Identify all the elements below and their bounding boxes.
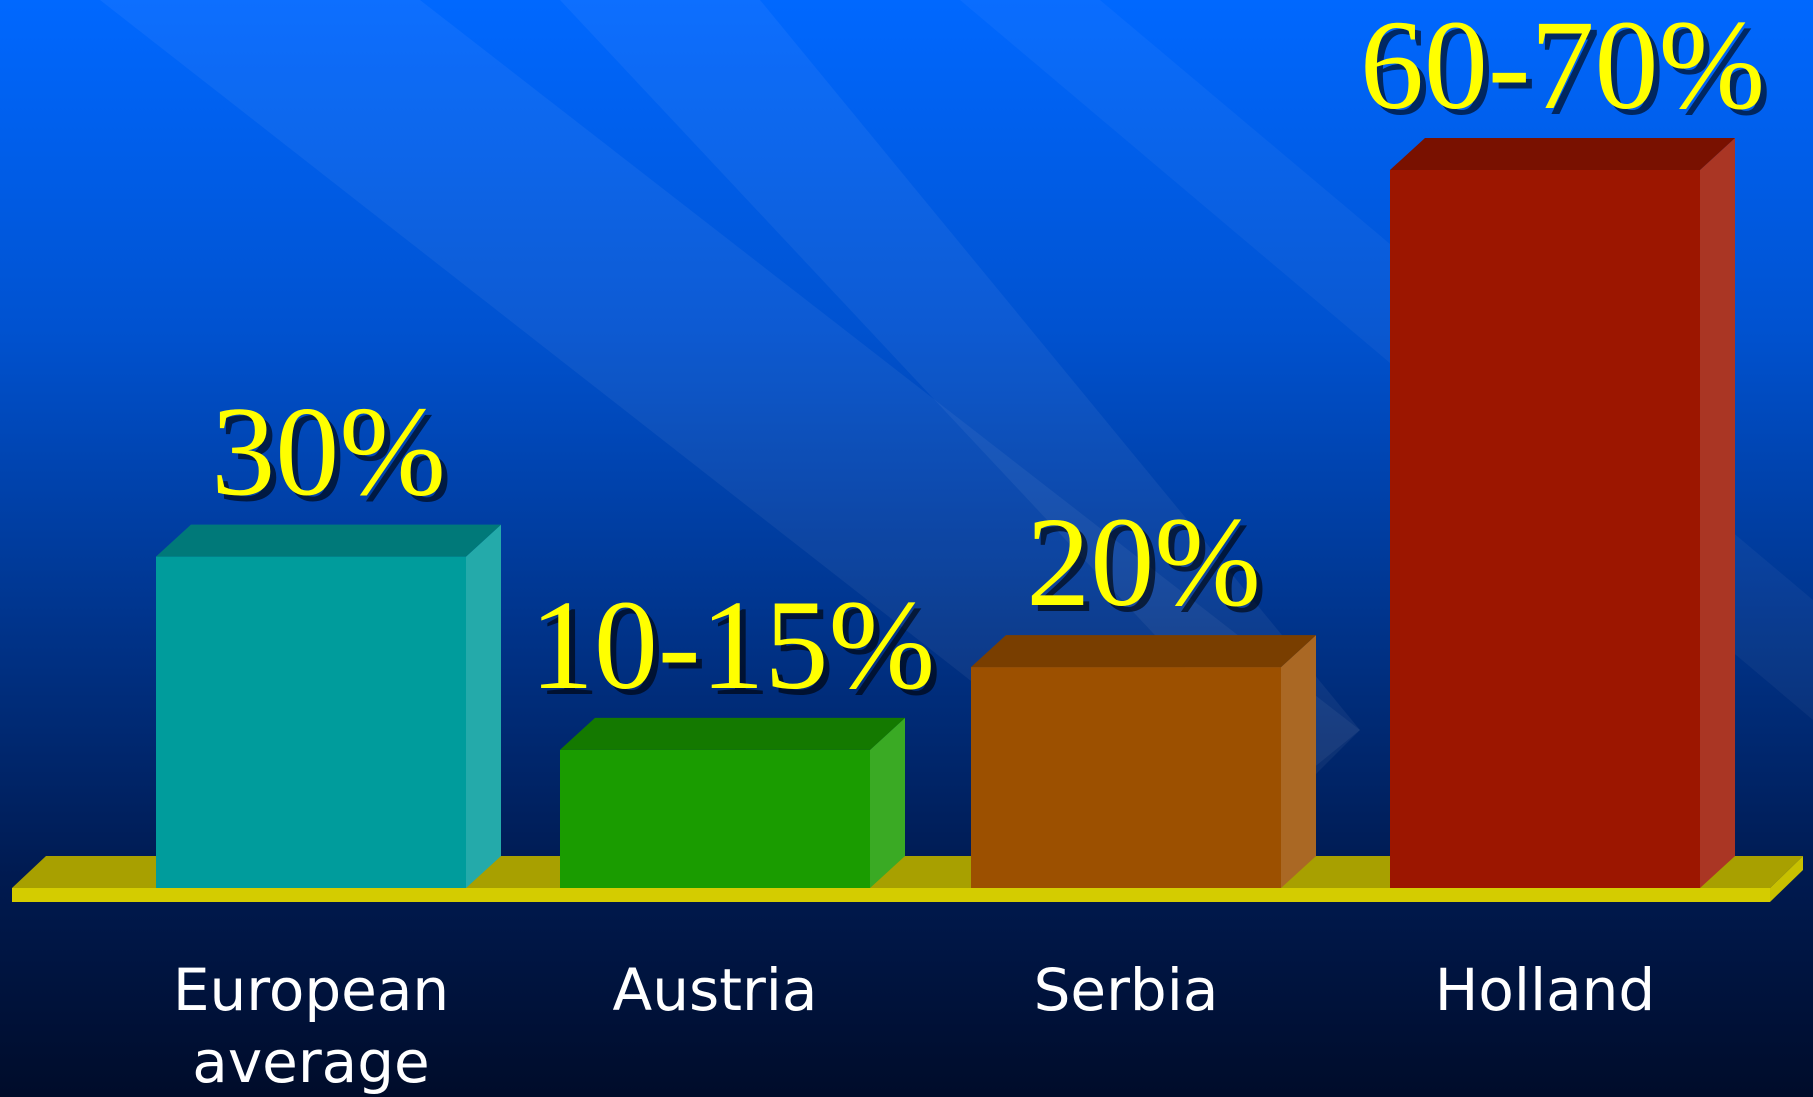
value-label-shadow: 30% [217, 387, 452, 529]
bar-side [1700, 138, 1735, 888]
value-label: 10-15% [530, 574, 935, 716]
category-label: European average [172, 956, 450, 1096]
bar-side [466, 524, 501, 888]
value-label-shadow: 60-70% [1366, 0, 1771, 142]
bar [560, 749, 870, 888]
bar-side-shade [1700, 138, 1735, 888]
bar-top-shade [971, 635, 1316, 668]
bar-side [870, 717, 905, 888]
bar-top [156, 524, 501, 557]
bar-top [560, 717, 905, 750]
bar-top-shade [156, 524, 501, 557]
value-label: 30% [211, 381, 446, 523]
floor-front [12, 888, 1770, 902]
bar-side-shade [870, 717, 905, 888]
bar [971, 667, 1281, 888]
bar-side-shade [1281, 635, 1316, 888]
bar-top [971, 635, 1316, 668]
value-label-shadow: 10-15% [536, 580, 941, 722]
bg-stripe [560, 0, 1360, 790]
bar-side-shade [466, 524, 501, 888]
bar [1390, 170, 1700, 888]
value-label: 60-70% [1360, 0, 1765, 136]
bar-top [1390, 138, 1735, 170]
bar-side [1281, 635, 1316, 888]
bar [156, 556, 466, 888]
category-label: Serbia [1033, 956, 1219, 1024]
bar-top-shade [560, 717, 905, 750]
category-label: Holland [1434, 956, 1656, 1024]
value-label: 20% [1026, 491, 1261, 633]
bar-top-shade [1390, 138, 1735, 170]
value-label-shadow: 20% [1032, 497, 1267, 639]
floor-side [1770, 856, 1803, 902]
category-label: Austria [612, 956, 818, 1024]
